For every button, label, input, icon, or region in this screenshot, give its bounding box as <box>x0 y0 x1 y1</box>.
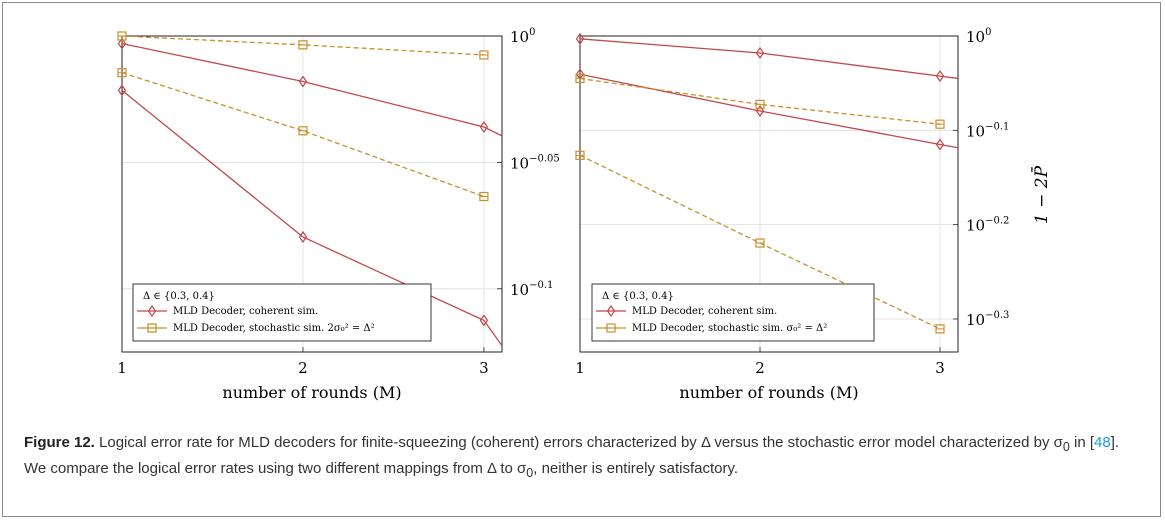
data-point-diamond <box>479 314 489 327</box>
y-tick-label: 100 <box>966 27 991 46</box>
x-tick-label: 3 <box>935 359 945 377</box>
left-chart: 100 10−0.05 10−0.1 1 2 3 number of rounds (M) Δ… <box>117 27 560 402</box>
data-point-diamond <box>298 230 308 244</box>
caption-reference-link[interactable]: 48 <box>1094 434 1111 451</box>
y-tick-label: 10−0.3 <box>966 310 1009 329</box>
figure-plots: 100 10−0.05 10−0.1 1 2 3 number of rounds (M) Δ… <box>117 27 1052 402</box>
data-point-diamond <box>935 138 945 151</box>
plot-area-border <box>121 35 503 353</box>
legend-marker-diamond <box>147 304 157 318</box>
caption-sub-zero-a: 0 <box>1062 440 1070 454</box>
legend-marker-square <box>606 323 616 333</box>
y-tick-label: 10−0.05 <box>510 153 560 172</box>
data-point-diamond <box>575 68 585 81</box>
series-layer <box>122 36 502 347</box>
data-point-diamond <box>575 32 585 45</box>
x-tick-label: 2 <box>298 359 308 377</box>
x-tick-label: 1 <box>575 359 585 377</box>
series-line-coherent <box>580 73 958 149</box>
caption-text-c: ]. We compare the logical error rates us… <box>24 434 1120 477</box>
x-axis-label: number of rounds (M) <box>222 383 401 402</box>
caption-label: Figure 12. <box>24 434 95 451</box>
legend-title: Δ ∈ {0.3, 0.4} <box>602 291 674 302</box>
shared-y-axis-label: 1 − 2P̄ <box>1030 165 1052 224</box>
data-point-diamond <box>935 70 945 83</box>
legend-marker-square <box>147 323 157 333</box>
data-point-diamond <box>755 104 765 118</box>
caption-text-b: in [ <box>1069 434 1095 451</box>
plot-area-border <box>579 35 959 353</box>
series-line-coherent <box>580 38 958 80</box>
figure-caption: Figure 12. Logical error rate for MLD de… <box>24 432 1144 484</box>
x-tick-label: 2 <box>755 359 765 377</box>
legend-entry-label: MLD Decoder, stochastic sim. 2σ₀² = Δ² <box>173 323 375 334</box>
series-line-stochastic <box>580 77 941 125</box>
legend-box <box>591 283 875 342</box>
series-line-coherent <box>122 42 502 137</box>
series-line-stochastic <box>122 36 484 56</box>
series-line-coherent <box>122 89 502 347</box>
legend-title: Δ ∈ {0.3, 0.4} <box>143 291 215 302</box>
x-tick-label: 1 <box>117 359 127 377</box>
data-point-diamond <box>117 37 127 50</box>
y-tick-label: 10−0.1 <box>966 121 1009 140</box>
x-tick-label: 3 <box>479 359 489 377</box>
data-point-diamond <box>755 46 765 60</box>
y-tick-label: 10−0.1 <box>510 280 553 299</box>
data-point-diamond <box>298 75 308 88</box>
right-chart: 100 10−0.1 10−0.2 10−0.3 1 2 3 number of rounds… <box>575 27 1009 402</box>
y-tick-label: 10−0.2 <box>966 216 1009 235</box>
legend: Δ ∈ {0.3, 0.4} MLD Decoder, coherent sim.… <box>132 283 432 342</box>
y-tick-label: 100 <box>510 27 535 46</box>
legend-box <box>132 283 432 342</box>
caption-text-d: , neither is entirely satisfactory. <box>533 460 739 477</box>
caption-sub-zero-b: 0 <box>526 466 534 480</box>
x-axis-label: number of rounds (M) <box>679 383 858 402</box>
data-point-diamond <box>479 120 489 134</box>
data-point-diamond <box>117 84 127 97</box>
legend-entry-label: MLD Decoder, stochastic sim. σ₀² = Δ² <box>632 323 827 334</box>
caption-text-a: Logical error rate for MLD decoders for … <box>94 434 1063 451</box>
legend-entry-label: MLD Decoder, coherent sim. <box>632 306 777 317</box>
legend-entry-label: MLD Decoder, coherent sim. <box>173 306 318 317</box>
legend: Δ ∈ {0.3, 0.4} MLD Decoder, coherent sim.… <box>591 283 875 342</box>
legend-marker-diamond <box>606 304 616 318</box>
